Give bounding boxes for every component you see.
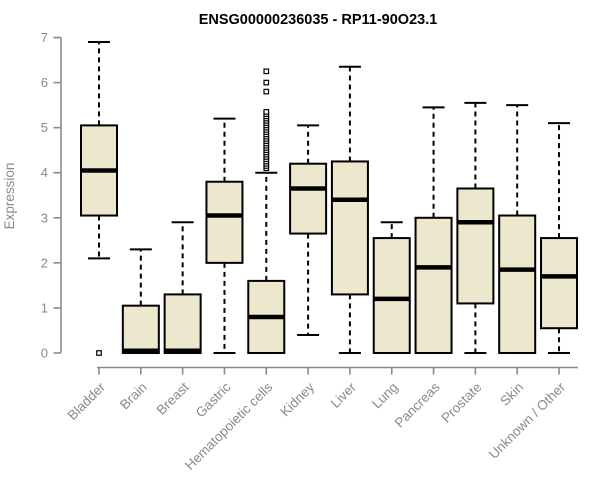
iqr-box [205,180,244,264]
iqr-box [163,293,202,354]
iqr-box [456,187,495,305]
y-axis: 0 1 2 3 4 5 6 7 [41,30,62,361]
x-category-label: Brain [117,380,150,413]
y-axis-label: Expression [2,163,17,230]
iqr-box [330,160,369,296]
boxplot-lung [372,221,411,354]
outlier-point [263,68,270,75]
x-category-label: Kidney [277,379,317,419]
x-category-label: Lung [369,380,401,412]
boxplot-kidney [289,124,328,336]
outlier-point [263,88,270,95]
y-tick-label: 6 [41,75,48,90]
boxplot-breast [163,221,202,354]
boxplot-bladder [80,41,118,356]
boxplot-unknown-other [540,122,579,354]
boxplot-skin [498,104,537,354]
outlier-point [96,350,102,356]
iqr-box [498,214,537,354]
box-series [80,41,579,356]
x-category-label: Prostate [438,380,484,426]
boxplot-hematopoietic-cells [247,68,286,354]
x-category-label: Pancreas [392,379,443,430]
iqr-box [372,237,411,354]
x-category-label: Liver [328,379,360,411]
y-tick-label: 3 [41,210,48,225]
outlier-point [263,109,270,115]
iqr-box [414,216,453,354]
iqr-box [540,237,579,330]
boxplot-prostate [456,101,495,354]
chart-title: ENSG00000236035 - RP11-90O23.1 [199,12,438,28]
boxplot-brain [121,248,160,355]
x-category-label: Gastric [193,379,234,420]
y-tick-label: 5 [41,120,48,135]
boxplot-pancreas [414,106,453,354]
y-tick-label: 7 [41,30,48,45]
x-category-label: Skin [497,380,526,409]
outlier-point [263,79,270,86]
y-tick-label: 0 [41,346,48,361]
iqr-box [289,162,328,235]
x-category-label: Bladder [65,379,109,423]
y-tick-label: 2 [41,255,48,270]
y-tick-label: 1 [41,300,48,315]
boxplot-liver [330,65,369,354]
x-category-label: Breast [154,379,192,417]
boxplot-gastric [205,117,244,354]
y-tick-label: 4 [41,165,48,180]
x-category-label: Unknown / Other [486,379,569,462]
iqr-box [121,304,160,355]
